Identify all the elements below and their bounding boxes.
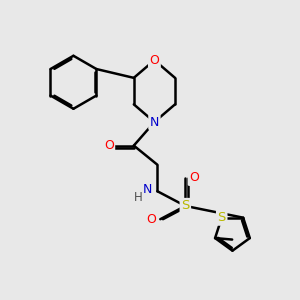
Text: S: S — [181, 200, 190, 212]
Text: O: O — [146, 213, 156, 226]
Text: N: N — [142, 183, 152, 196]
Text: N: N — [150, 116, 159, 128]
Text: H: H — [134, 190, 142, 204]
Text: O: O — [104, 139, 114, 152]
Text: O: O — [149, 54, 159, 67]
Text: O: O — [189, 172, 199, 184]
Text: S: S — [218, 211, 226, 224]
